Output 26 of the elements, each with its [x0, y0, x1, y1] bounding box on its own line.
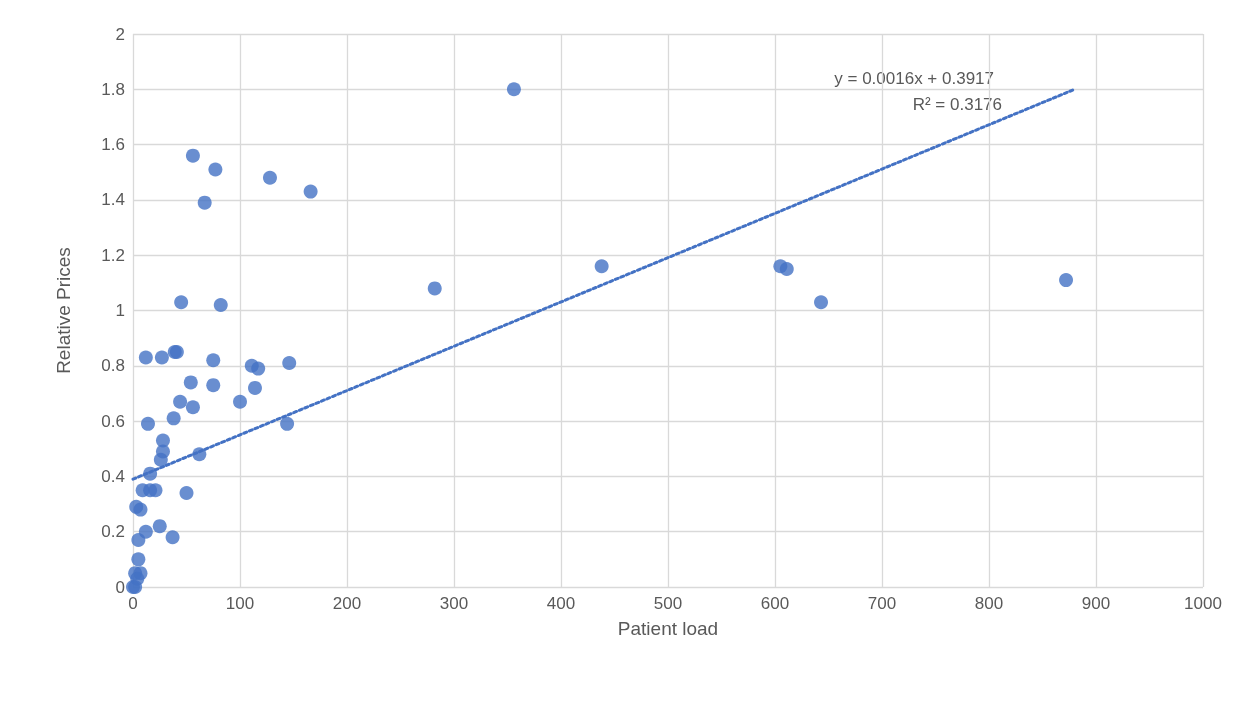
annotation: y = 0.0016x + 0.3917: [834, 69, 994, 88]
x-tick-label: 500: [653, 594, 683, 613]
x-tick-label: 800: [974, 594, 1004, 613]
x-tick-label: 700: [867, 594, 897, 613]
y-tick-label: 0.6: [101, 411, 125, 431]
y-tick-label: 1.8: [101, 79, 125, 99]
y-axis-title: Relative Prices: [53, 247, 74, 374]
x-tick-label: 900: [1081, 594, 1111, 613]
y-tick-label: 0: [115, 577, 125, 597]
y-tick-label: 0.4: [101, 466, 125, 486]
y-tick-label: 1: [115, 301, 125, 320]
x-tick-label: 0: [128, 594, 138, 613]
y-tick-label: 1.6: [101, 135, 125, 155]
y-tick-label: 0.8: [101, 356, 125, 376]
x-tick-label: 100: [225, 594, 255, 613]
annotation: R² = 0.3176: [912, 95, 1002, 114]
y-tick-label: 1.2: [101, 245, 125, 265]
x-tick-label: 600: [760, 594, 790, 613]
x-tick-label: 400: [546, 594, 576, 613]
y-tick-label: 0.2: [101, 522, 125, 542]
y-tick-label: 1.4: [101, 190, 125, 210]
x-tick-label: 300: [439, 594, 469, 613]
y-tick-label: 2: [115, 24, 125, 44]
x-tick-label: 1000: [1184, 594, 1222, 613]
x-tick-label: 200: [332, 594, 362, 613]
x-axis-title: Patient load: [617, 618, 719, 639]
